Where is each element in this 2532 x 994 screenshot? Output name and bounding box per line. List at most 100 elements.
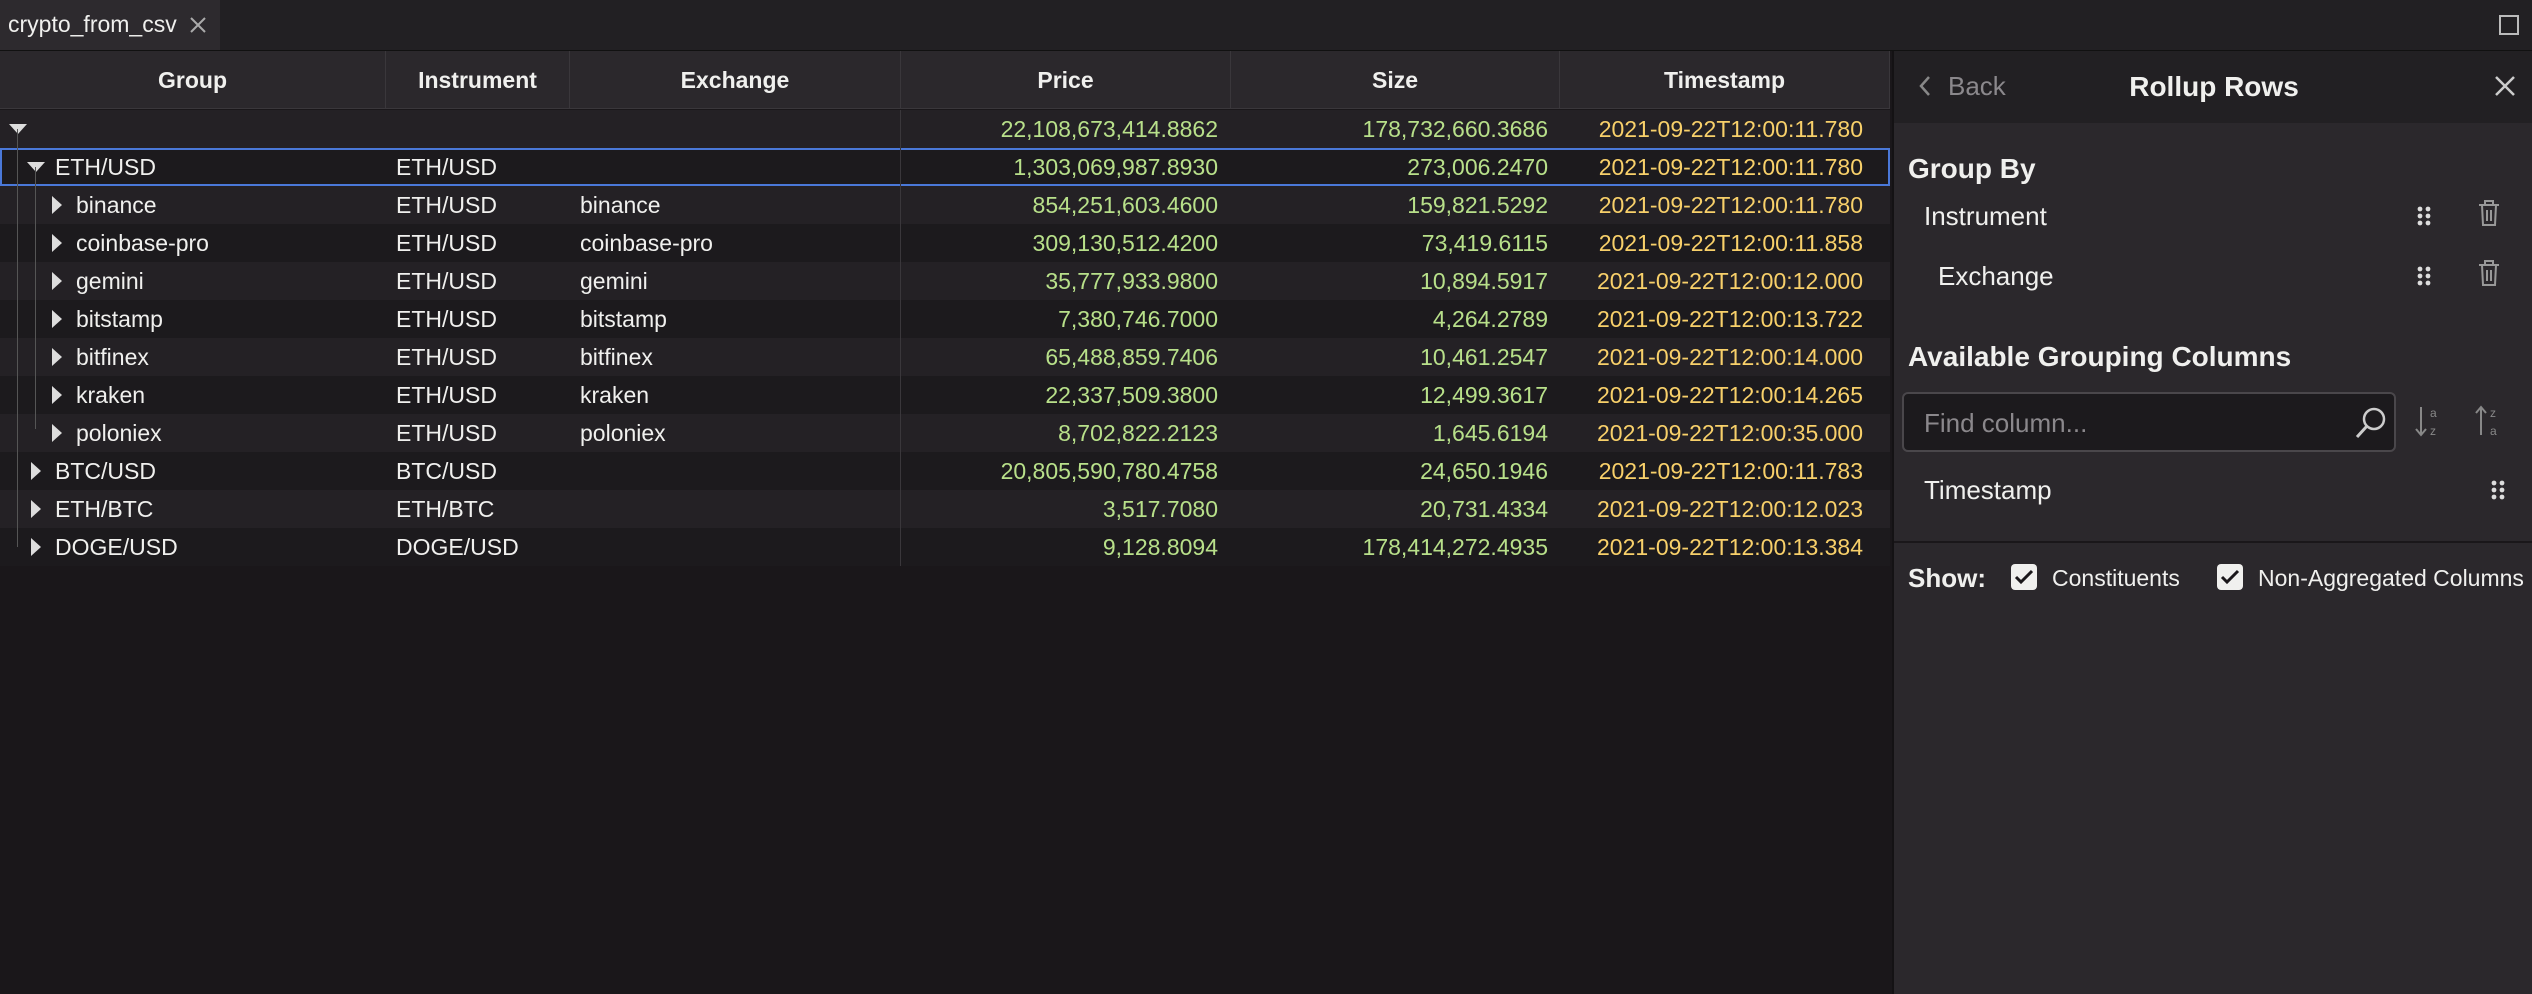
exchange-cell: binance [580,192,661,218]
grid-row[interactable]: binance ETH/USD binance 854,251,603.4600 159… [0,186,1890,224]
grid-row[interactable]: ETH/BTC ETH/BTC 3,517.7080 20,731.4334 2021-… [0,490,1890,528]
column-header: Exchange [570,51,901,109]
tab[interactable]: crypto_from_csv [0,0,220,50]
rollup-panel: Back Rollup Rows Group By Available Grou… [1892,51,2532,994]
grid-row[interactable]: DOGE/USD DOGE/USD 9,128.8094 178,414,272.49… [0,528,1890,566]
group-cell: BTC/USD [55,458,156,484]
panel-header: Back Rollup Rows [1894,51,2532,123]
grid-row[interactable]: gemini ETH/USD gemini 35,777,933.9800 10,894… [0,262,1890,300]
drag-handle[interactable] [2490,479,2506,501]
grid-row[interactable]: coinbase-pro ETH/USD coinbase-pro 309,130,5… [0,224,1890,262]
instrument-cell: ETH/USD [396,154,497,180]
group-by-item[interactable]: Instrument [1924,201,2047,231]
panel-title: Rollup Rows [2129,71,2299,102]
instrument-cell: ETH/USD [396,306,497,332]
back-icon[interactable] [1918,75,1932,97]
grid-row[interactable]: ETH/USD ETH/USD 1,303,069,987.8930 273,006.… [0,148,1890,186]
size-cell: 20,731.4334 [1420,496,1548,522]
expand-toggle[interactable] [46,346,68,368]
expand-toggle[interactable] [46,422,68,444]
timestamp-cell: 2021-09-22T12:00:11.858 [1598,230,1863,256]
timestamp-cell: 2021-09-22T12:00:12.023 [1597,496,1863,522]
price-cell: 35,777,933.9800 [1045,268,1218,294]
size-cell: 178,414,272.4935 [1362,534,1548,560]
exchange-cell: gemini [580,268,648,294]
expand-toggle[interactable] [46,232,68,254]
timestamp-cell: 2021-09-22T12:00:14.000 [1597,344,1863,370]
tab-title: crypto_from_csv [8,11,177,37]
svg-text:a: a [2430,406,2437,420]
svg-text:a: a [2490,424,2497,438]
back-button[interactable]: Back [1948,71,2006,101]
collapse-toggle[interactable] [25,156,47,178]
size-cell: 12,499.3617 [1420,382,1548,408]
size-cell: 159,821.5292 [1407,192,1548,218]
group-cell: kraken [76,382,146,408]
checkbox[interactable] [2216,563,2244,591]
checkbox[interactable] [2010,563,2038,591]
expand-toggle[interactable] [46,308,68,330]
timestamp-cell: 2021-09-22T12:00:13.722 [1597,306,1863,332]
search-icon [2355,407,2386,439]
group-by-item[interactable]: Exchange [1938,261,2054,291]
column-header: Size [1231,51,1560,109]
group-cell: DOGE/USD [55,534,178,560]
price-cell: 20,805,590,780.4758 [1000,458,1218,484]
column-divider [900,110,901,566]
search-box[interactable]: Find column... [1902,392,2396,452]
grid-row[interactable]: 22,108,673,414.8862 178,732,660.3686 2021-… [0,110,1890,148]
expand-toggle[interactable] [46,384,68,406]
instrument-cell: ETH/USD [396,230,497,256]
sort-desc[interactable]: za [2474,403,2504,439]
group-cell: binance [76,192,157,218]
tab-close[interactable] [189,16,207,34]
instrument-cell: ETH/USD [396,268,497,294]
delete-icon[interactable] [2477,199,2501,227]
search-placeholder: Find column... [1924,408,2088,438]
timestamp-cell: 2021-09-22T12:00:11.780 [1598,154,1863,180]
expand-toggle[interactable] [25,498,47,520]
size-cell: 24,650.1946 [1420,458,1548,484]
size-cell: 73,419.6115 [1421,230,1548,256]
grid-row[interactable]: bitfinex ETH/USD bitfinex 65,488,859.7406 10… [0,338,1890,376]
exchange-cell: bitfinex [580,344,653,370]
section-label: Available Grouping Columns [1908,341,2292,372]
price-cell: 7,380,746.7000 [1058,306,1218,332]
sort-asc[interactable]: az [2414,403,2444,439]
grid-row[interactable]: kraken ETH/USD kraken 22,337,509.3800 12,499… [0,376,1890,414]
collapse-toggle[interactable] [7,118,29,140]
maximize[interactable] [2498,14,2520,36]
expand-toggle[interactable] [46,270,68,292]
group-cell: bitstamp [76,306,163,332]
exchange-cell: poloniex [580,420,666,446]
expand-toggle[interactable] [25,536,47,558]
size-cell: 4,264.2789 [1432,306,1548,332]
column-header: Instrument [386,51,570,109]
drag-handle[interactable] [2416,205,2432,227]
timestamp-cell: 2021-09-22T12:00:14.265 [1597,382,1863,408]
checkbox-label: Non-Aggregated Columns [2258,565,2524,591]
column-header: Price [901,51,1231,109]
column-header: Group [0,51,386,109]
close-icon[interactable] [2494,75,2516,97]
grid-row[interactable]: poloniex ETH/USD poloniex 8,702,822.2123 1,6… [0,414,1890,452]
grid-row[interactable]: bitstamp ETH/USD bitstamp 7,380,746.7000 4,2… [0,300,1890,338]
tab-bar: crypto_from_csv [0,0,2532,51]
instrument-cell: ETH/USD [396,420,497,446]
size-cell: 10,461.2547 [1420,344,1548,370]
price-cell: 22,337,509.3800 [1045,382,1218,408]
group-cell: poloniex [76,420,162,446]
group-cell: bitfinex [76,344,149,370]
grid-row[interactable]: BTC/USD BTC/USD 20,805,590,780.4758 24,650.… [0,452,1890,490]
expand-toggle[interactable] [25,460,47,482]
divider [1894,541,2532,543]
size-cell: 273,006.2470 [1407,154,1548,180]
timestamp-cell: 2021-09-22T12:00:12.000 [1597,268,1863,294]
timestamp-cell: 2021-09-22T12:00:11.780 [1598,116,1863,142]
delete-icon[interactable] [2477,259,2501,287]
grid: Group Instrument Exchange Price Size Timestam… [0,51,1890,994]
drag-handle[interactable] [2416,265,2432,287]
available-item[interactable]: Timestamp [1924,475,2052,505]
expand-toggle[interactable] [46,194,68,216]
section-label: Group By [1908,153,2036,184]
